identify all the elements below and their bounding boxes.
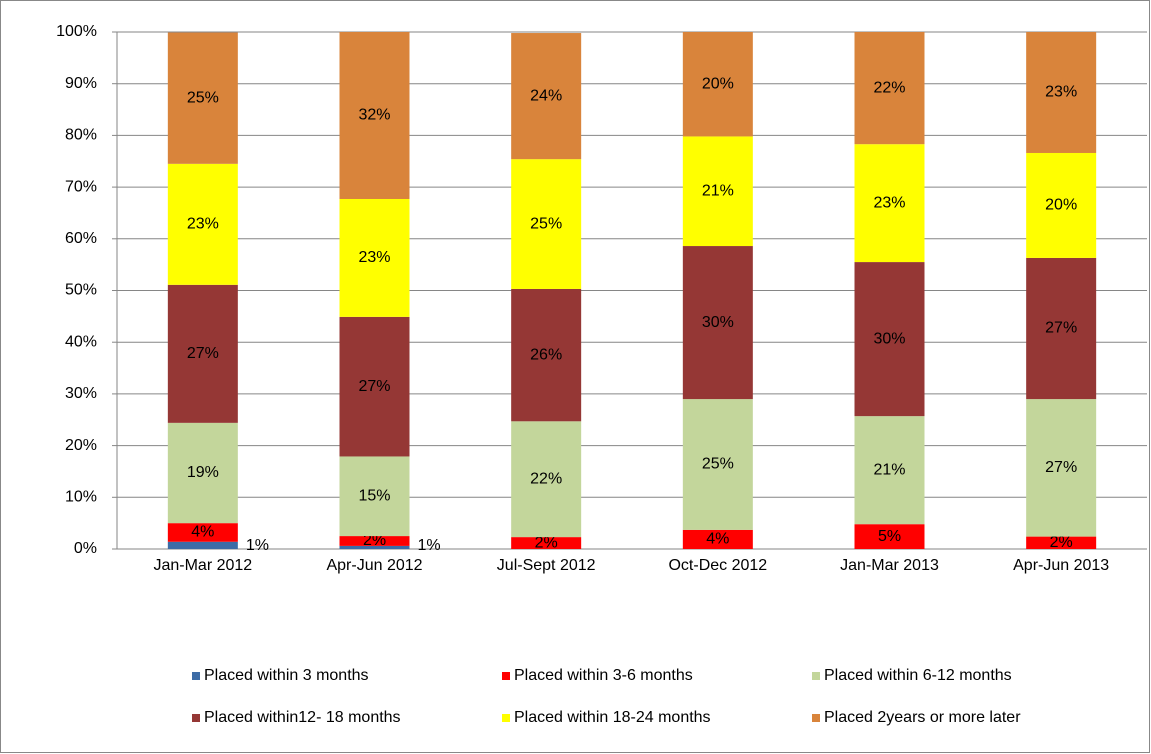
bar-segment	[682, 529, 753, 549]
y-tick-label: 30%	[65, 385, 97, 402]
legend-swatch	[812, 672, 820, 680]
data-label: 30%	[873, 330, 905, 347]
data-label: 25%	[530, 215, 562, 232]
bar-segment	[167, 541, 238, 549]
bar-segment	[167, 32, 238, 164]
data-label: 24%	[530, 87, 562, 104]
y-tick-label: 70%	[65, 178, 97, 195]
bar-segment	[167, 163, 238, 285]
bar-segment	[1026, 152, 1097, 258]
bar-segment	[1026, 32, 1097, 153]
legend-swatch	[502, 714, 510, 722]
data-label: 30%	[702, 314, 734, 331]
bar-segment	[854, 524, 925, 549]
data-label: 20%	[1045, 197, 1077, 214]
x-tick-label: Oct-Dec 2012	[668, 557, 767, 574]
y-tick-label: 90%	[65, 75, 97, 92]
data-label: 1%	[246, 537, 269, 554]
x-tick-label: Apr-Jun 2013	[1013, 557, 1109, 574]
bar-segment	[854, 32, 925, 145]
bar-segment	[339, 32, 410, 199]
bar-segment	[339, 545, 410, 549]
y-tick-label: 10%	[65, 489, 97, 506]
bar-segment	[682, 246, 753, 400]
legend-label: Placed within 6-12 months	[824, 667, 1012, 684]
data-label: 23%	[1045, 84, 1077, 101]
legend-swatch	[812, 714, 820, 722]
x-tick-label: Jan-Mar 2013	[840, 557, 939, 574]
legend-label: Placed within12- 18 months	[204, 709, 401, 726]
data-label: 2%	[1050, 534, 1073, 551]
y-tick-label: 20%	[65, 437, 97, 454]
data-label: 20%	[702, 75, 734, 92]
legend-label: Placed 2years or more later	[824, 709, 1021, 726]
y-tick-label: 40%	[65, 333, 97, 350]
bar-segment	[339, 316, 410, 457]
data-label: 5%	[878, 528, 901, 545]
data-label: 19%	[187, 464, 219, 481]
data-label: 22%	[530, 470, 562, 487]
data-label: 23%	[187, 216, 219, 233]
bar-segment	[682, 32, 753, 137]
bar-segment	[682, 136, 753, 247]
bar-segment	[339, 536, 410, 546]
data-label: 2%	[363, 532, 386, 549]
data-label: 4%	[191, 524, 214, 541]
bar-segment	[511, 537, 582, 549]
legend-swatch	[192, 672, 200, 680]
data-label: 27%	[1045, 320, 1077, 337]
data-label: 15%	[358, 487, 390, 504]
data-label: 25%	[187, 89, 219, 106]
bar-segment	[682, 399, 753, 530]
x-tick-label: Apr-Jun 2012	[326, 557, 422, 574]
data-label: 22%	[873, 79, 905, 96]
y-tick-label: 50%	[65, 282, 97, 299]
bar-segment	[854, 262, 925, 417]
legend-swatch	[502, 672, 510, 680]
bar-segment	[1026, 257, 1097, 400]
data-label: 2%	[535, 534, 558, 551]
data-label: 21%	[873, 461, 905, 478]
data-label: 27%	[187, 345, 219, 362]
bar-segment	[339, 456, 410, 537]
legend-label: Placed within 3 months	[204, 667, 369, 684]
data-label: 23%	[873, 194, 905, 211]
data-label: 21%	[702, 182, 734, 199]
bar-segment	[511, 33, 582, 160]
bar-segment	[339, 198, 410, 317]
bar-segment	[167, 523, 238, 542]
y-tick-label: 60%	[65, 230, 97, 247]
x-tick-label: Jul-Sept 2012	[497, 557, 596, 574]
y-tick-label: 0%	[74, 540, 97, 557]
bar-segment	[511, 421, 582, 538]
data-label: 27%	[358, 378, 390, 395]
y-tick-label: 100%	[56, 23, 97, 40]
legend-swatch	[192, 714, 200, 722]
data-label: 1%	[418, 537, 441, 554]
data-label: 4%	[706, 531, 729, 548]
bar-segment	[511, 159, 582, 289]
bar-segment	[167, 422, 238, 524]
bar-segment	[1026, 399, 1097, 537]
bar-segment	[167, 284, 238, 423]
legend-label: Placed within 3-6 months	[514, 667, 693, 684]
data-label: 23%	[358, 249, 390, 266]
data-label: 32%	[358, 107, 390, 124]
data-label: 27%	[1045, 459, 1077, 476]
bar-segment	[511, 288, 582, 422]
bar-segment	[854, 144, 925, 263]
y-tick-label: 80%	[65, 127, 97, 144]
bar-segment	[1026, 536, 1097, 549]
x-tick-label: Jan-Mar 2012	[153, 557, 252, 574]
data-label: 26%	[530, 346, 562, 363]
legend-label: Placed within 18-24 months	[514, 709, 711, 726]
data-label: 25%	[702, 456, 734, 473]
bar-segment	[854, 416, 925, 525]
